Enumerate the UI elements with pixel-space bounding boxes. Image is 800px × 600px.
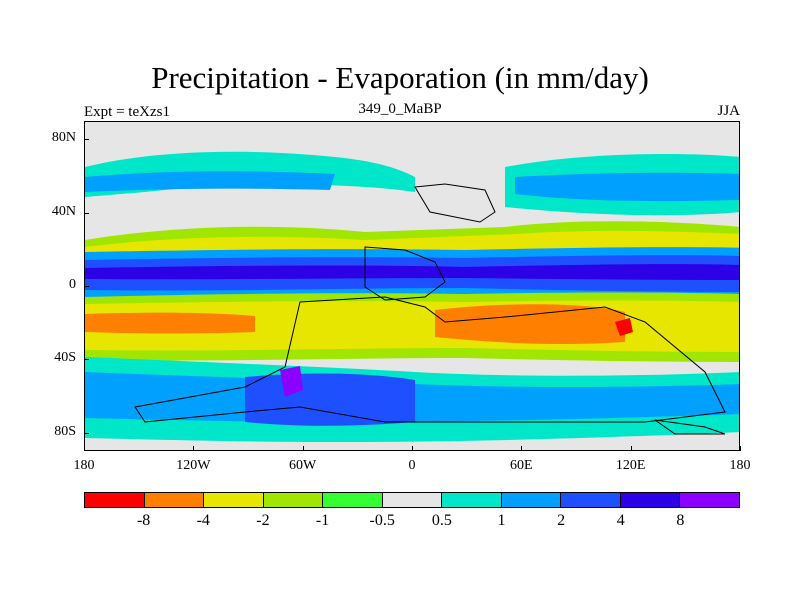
lon-tick-label: 180 [73,458,95,473]
lon-tick-mark [412,446,413,451]
map-field-svg [85,122,739,450]
colorbar-swatch [619,493,680,507]
lat-tick-mark [84,286,89,287]
colorbar-swatch [381,493,442,507]
colorbar-swatch [500,493,561,507]
lon-tick-mark [84,446,85,451]
lat-tick-mark [84,212,89,214]
colorbar-swatch [679,493,740,507]
colorbar-label: 0.5 [431,512,452,529]
field-band-north-lightblue-east [515,172,739,202]
map-title: Precipitation - Evaporation (in mm/day) [151,60,649,95]
colorbar-label: 1 [497,512,506,529]
lon-tick-mark [740,446,741,451]
field-band-north-lightblue [85,171,335,192]
coastline-equatorial-continent [364,246,446,301]
coastline-north-continent [414,183,496,223]
lat-tick-label: 40S [54,350,76,366]
colorbar-label: -8 [136,512,151,529]
lon-tick-label: 120E [615,458,646,473]
lon-tick-label: 0 [408,458,416,473]
lon-tick-label: 60E [510,458,533,473]
coastline-small-southern-land [654,419,726,435]
colorbar-label: 4 [616,512,625,529]
lat-tick-label: 40N [51,203,76,219]
colorbar [84,492,740,508]
colorbar-label: 2 [557,512,566,529]
lon-tick-label: 180 [729,458,751,473]
colorbar-swatch [262,493,323,507]
field-band-subtrop-s-orange [85,312,255,334]
lat-tick-mark [84,359,89,361]
colorbar-swatch [143,493,204,507]
field-band-itcz-darkblue [85,264,739,280]
lon-tick-mark [630,446,632,451]
lon-tick-mark [302,446,304,451]
lon-tick-mark [521,446,523,451]
experiment-label: Expt = teXzs1 [84,104,170,120]
lon-tick-label: 60W [289,458,317,473]
colorbar-label: 8 [676,512,685,529]
field-band-south-blue [245,373,415,426]
colorbar-label: -1 [315,512,330,529]
period-label: 349_0_MaBP [358,101,442,117]
lat-tick-label: 80N [51,130,76,146]
colorbar-label: -2 [256,512,270,529]
lon-tick-label: 120W [176,458,211,473]
map-plot-area [84,121,740,451]
field-extreme-dry-spot [615,318,633,336]
colorbar-swatch [203,493,263,507]
lon-tick-mark [193,446,195,451]
lat-tick-mark [84,139,89,141]
colorbar-swatch [85,493,144,507]
colorbar-label: -0.5 [369,512,395,529]
field-band-south-purple [280,366,303,397]
season-label: JJA [717,103,740,119]
lat-tick-mark [84,432,89,434]
coastlines [134,183,726,435]
colorbar-swatch [560,493,620,507]
coastline-large-continent [134,296,726,423]
colorbar-swatch [322,493,382,507]
colorbar-swatch [441,493,501,507]
lat-tick-label: 80S [54,423,76,439]
lat-tick-label: 0 [69,277,76,292]
colorbar-label: -4 [196,512,210,529]
field-band-subtrop-s-orange-east [435,304,625,345]
